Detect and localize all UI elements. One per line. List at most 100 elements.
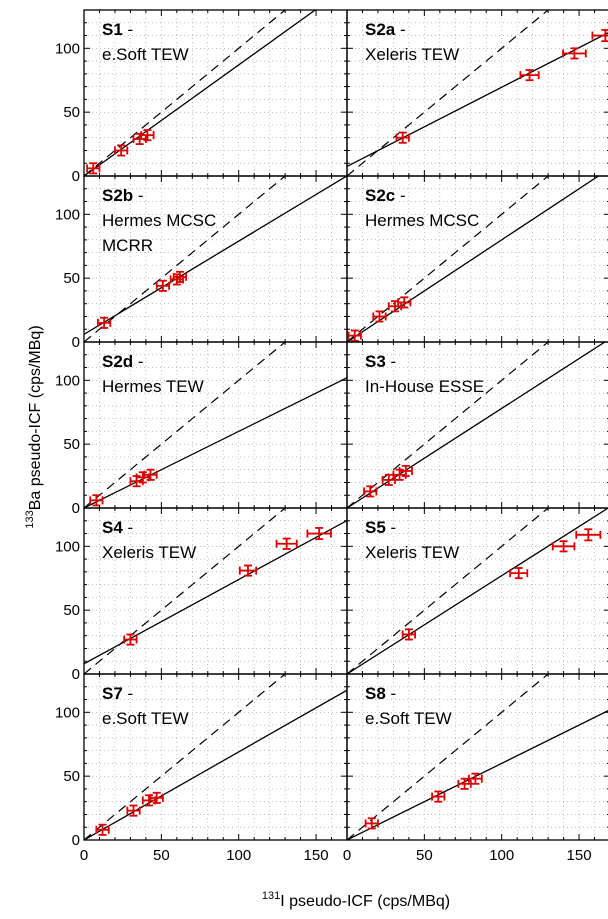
panel-id-value: S8 [365, 684, 386, 703]
y-tick-label: 50 [63, 104, 80, 121]
fit-line-s2b [84, 176, 347, 335]
panel-id-dash: - [133, 352, 143, 371]
y-tick-label: 100 [55, 704, 80, 721]
data-point [86, 162, 101, 175]
data-point [431, 790, 446, 803]
panel-id-dash: - [386, 352, 396, 371]
identity-line-s2d [84, 342, 287, 508]
panel-id-s7: S7 - [102, 684, 133, 703]
panel-id-s2b: S2b - [102, 186, 144, 205]
panel-id-s2c: S2c - [365, 186, 406, 205]
data-point [363, 485, 378, 498]
data-point [89, 494, 104, 507]
y-tick-label: 100 [55, 538, 80, 555]
x-axis-title: 131I pseudo-ICF (cps/MBq) [262, 890, 450, 910]
data-point [238, 564, 258, 577]
panel-method-label: Hermes MCSC [102, 211, 216, 230]
x-tick-label: 0 [343, 847, 351, 864]
x-tick-label: 100 [489, 847, 514, 864]
identity-line-s5 [347, 508, 550, 674]
panel-method-label: e.Soft TEW [102, 45, 189, 64]
panel-id-s1: S1 - [102, 20, 133, 39]
panel-s7: S7 - e.Soft TEW [83, 673, 348, 841]
data-point [364, 817, 379, 830]
panel-s2d: S2d - Hermes TEW [83, 341, 348, 509]
data-point [347, 329, 362, 342]
panel-id-value: S7 [102, 684, 123, 703]
panel-s2b: S2b - Hermes MCSC MCRR [83, 175, 348, 343]
data-point [395, 131, 410, 144]
panel-id-value: S2d [102, 352, 133, 371]
data-point [372, 310, 387, 323]
panel-s5: S5 - Xeleris TEW [346, 507, 608, 675]
panel-method-label: Hermes TEW [102, 377, 204, 396]
identity-line-s2a [347, 10, 550, 176]
panel-frame-s8 [346, 673, 608, 841]
data-point [562, 47, 587, 60]
y-tick-label: 0 [72, 500, 80, 517]
data-point [591, 29, 608, 43]
data-point [575, 528, 602, 542]
panels-layer: S1 - e.Soft TEW S2a - Xeleris TEW S2b - Herme… [83, 9, 608, 841]
data-point [143, 468, 158, 481]
panel-id-dash: - [386, 684, 396, 703]
data-point [398, 464, 413, 477]
panel-s8: S8 - e.Soft TEW [346, 673, 608, 841]
panel-s2c: S2c - Hermes MCSC [346, 175, 608, 343]
panel-id-s3: S3 - [365, 352, 396, 371]
panel-s4: S4 - Xeleris TEW [83, 507, 348, 675]
y-tick-label: 0 [72, 168, 80, 185]
x-axis-title-text: I pseudo-ICF (cps/MBq) [280, 893, 450, 910]
panel-id-dash: - [123, 20, 133, 39]
panel-id-s2d: S2d - [102, 352, 144, 371]
panel-id-value: S3 [365, 352, 386, 371]
panel-s1: S1 - e.Soft TEW [83, 9, 348, 177]
data-point [135, 471, 150, 484]
panel-method-label: Hermes MCSC [365, 211, 479, 230]
panel-id-value: S1 [102, 20, 123, 39]
y-tick-label: 50 [63, 768, 80, 785]
y-tick-label: 0 [72, 334, 80, 351]
data-point [172, 270, 188, 283]
data-point [123, 633, 138, 646]
y-axis-title: 133Ba pseudo-ICF (cps/MBq) [24, 325, 44, 528]
panel-id-s5: S5 - [365, 518, 396, 537]
panel-id-s8: S8 - [365, 684, 396, 703]
y-tick-label: 0 [72, 832, 80, 849]
data-point [114, 144, 129, 157]
data-point [381, 473, 396, 486]
y-tick-label: 100 [55, 40, 80, 57]
identity-line-s4 [84, 508, 287, 674]
data-point [551, 540, 576, 553]
x-tick-label: 150 [304, 847, 329, 864]
fit-line-s5 [347, 508, 608, 674]
panel-s3: S3 - In-House ESSE [346, 341, 608, 509]
panel-id-dash: - [386, 518, 396, 537]
x-tick-label: 50 [153, 847, 170, 864]
panel-id-dash: - [133, 186, 143, 205]
y-tick-label: 50 [63, 270, 80, 287]
plot-area-s3 [347, 342, 607, 508]
data-point [401, 628, 416, 641]
panel-id-dash: - [123, 684, 133, 703]
plot-area-s4 [84, 508, 347, 674]
data-point [126, 804, 141, 817]
data-point [132, 132, 147, 145]
data-point [97, 316, 112, 329]
plot-area-s8 [347, 674, 608, 840]
y-axis-title-text: Ba pseudo-ICF (cps/MBq) [27, 325, 44, 510]
identity-line-s1 [84, 10, 287, 176]
x-tick-label: 100 [226, 847, 251, 864]
panel-method-label: Xeleris TEW [102, 543, 196, 562]
x-tick-label: 150 [567, 847, 592, 864]
panel-id-value: S2c [365, 186, 395, 205]
data-point [140, 129, 155, 142]
y-tick-label: 0 [72, 666, 80, 683]
identity-line-s8 [347, 674, 550, 840]
data-point [155, 279, 170, 292]
panel-id-s2a: S2a - [365, 20, 406, 39]
plot-area-s2d [84, 342, 347, 508]
panel-method-label: MCRR [102, 236, 153, 255]
panel-id-value: S4 [102, 518, 123, 537]
